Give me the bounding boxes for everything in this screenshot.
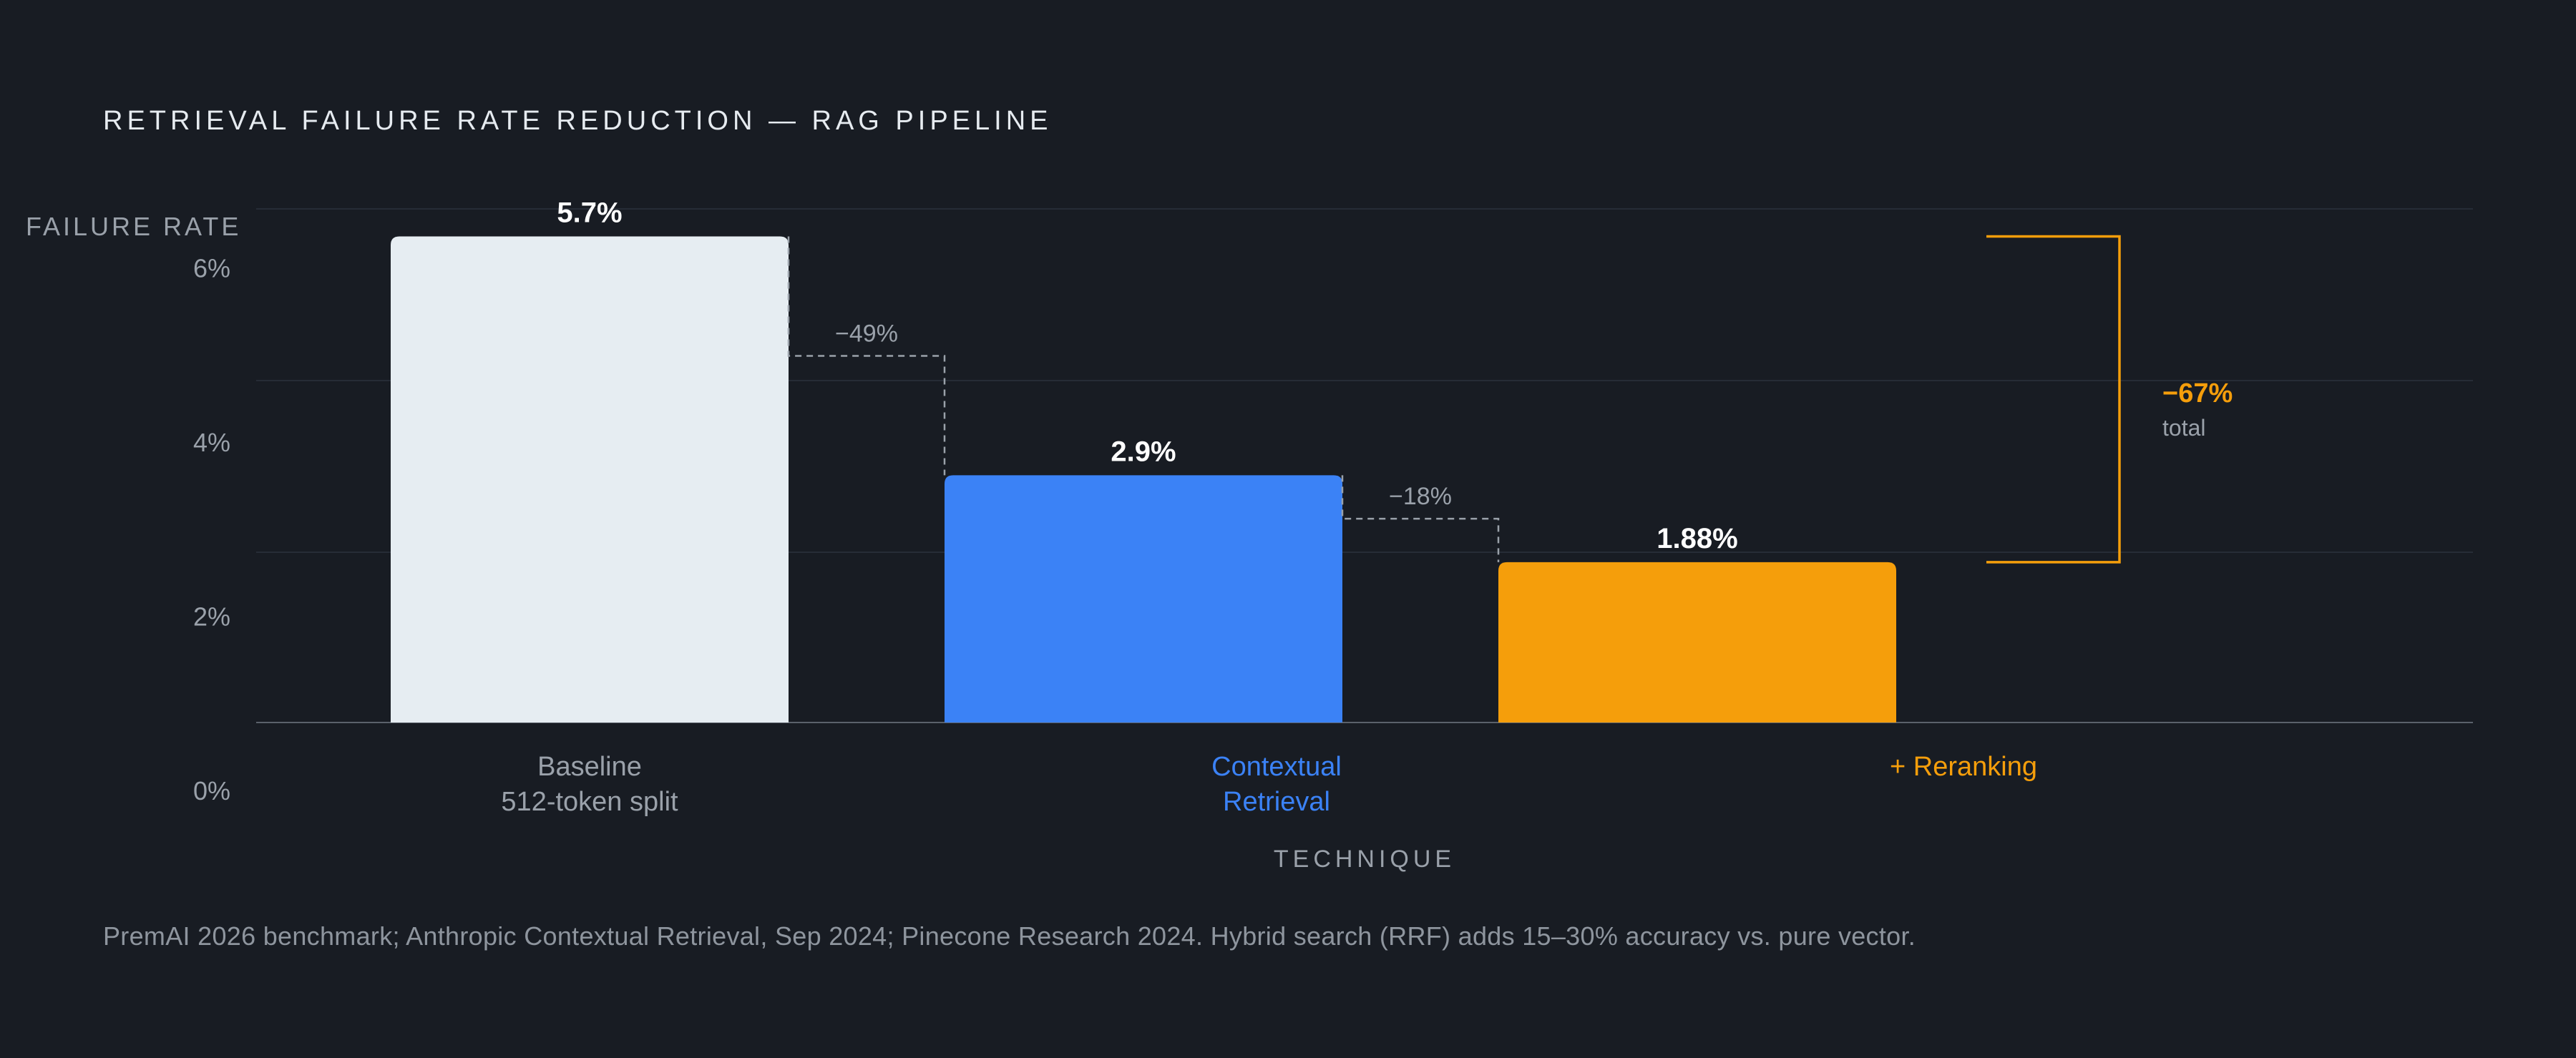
- bar: [391, 236, 789, 723]
- x-axis-title: TECHNIQUE: [1274, 846, 1455, 873]
- bar: [1498, 562, 1896, 723]
- bar-value-label: 5.7%: [557, 197, 622, 229]
- y-tick-label: 4%: [193, 428, 230, 457]
- x-category-label: Contextual: [1211, 752, 1342, 782]
- total-change-value: −67%: [2162, 378, 2233, 408]
- x-category-label: + Reranking: [1890, 752, 2037, 782]
- bar-value-label: 1.88%: [1657, 523, 1737, 554]
- bar: [945, 475, 1342, 723]
- x-category-label: 512-token split: [501, 787, 678, 817]
- step-connector: [787, 236, 946, 476]
- x-category-label: Baseline: [537, 752, 642, 782]
- y-tick-label: 0%: [193, 776, 230, 805]
- y-tick-label: 2%: [193, 602, 230, 632]
- total-bracket: [1986, 235, 2121, 564]
- step-change-label: −49%: [835, 320, 898, 347]
- step-connector: [1341, 475, 1500, 562]
- bar-value-label: 2.9%: [1111, 436, 1176, 467]
- x-category-label: Retrieval: [1223, 787, 1330, 817]
- chart-title: RETRIEVAL FAILURE RATE REDUCTION — RAG P…: [103, 106, 1053, 136]
- step-change-label: −18%: [1389, 483, 1452, 510]
- total-change-label: total: [2162, 415, 2205, 441]
- y-tick-label: 6%: [193, 254, 230, 283]
- y-axis-title: FAILURE RATE: [26, 212, 241, 241]
- chart-footnote: PremAI 2026 benchmark; Anthropic Context…: [103, 921, 1916, 951]
